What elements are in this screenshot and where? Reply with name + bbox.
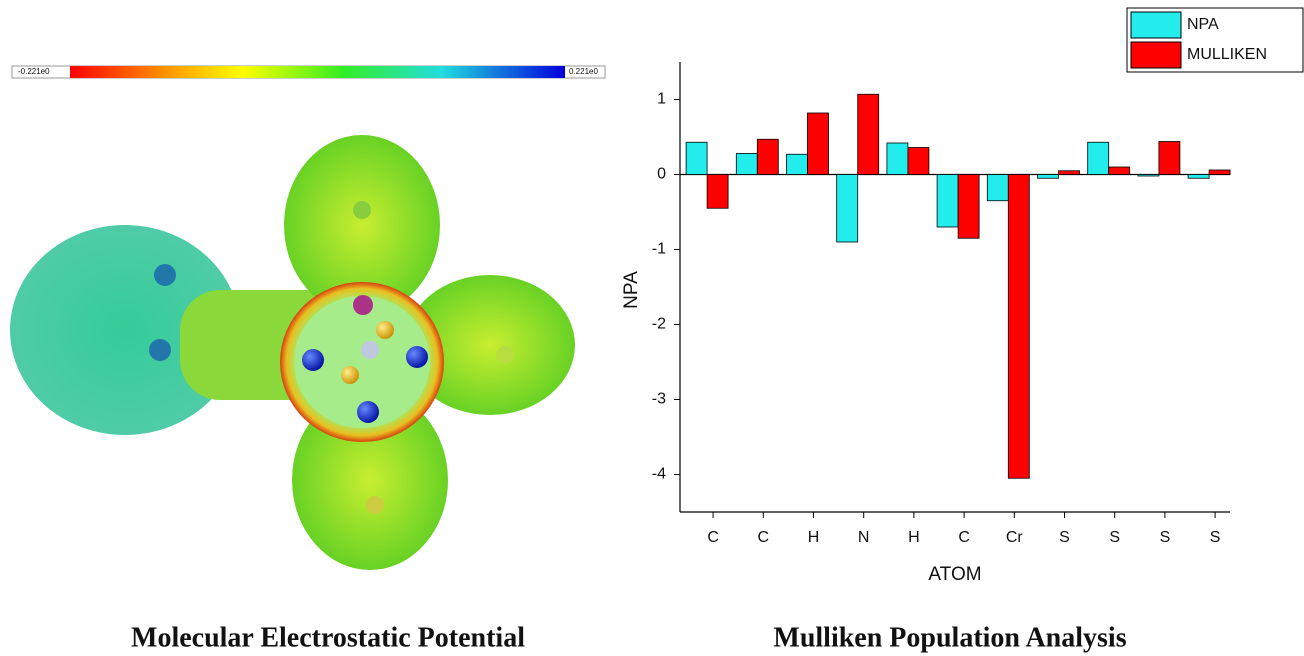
x-tick-label: S	[1059, 529, 1070, 546]
x-tick-label: C	[707, 529, 719, 546]
bar	[735, 153, 758, 175]
atom	[302, 349, 324, 371]
bar	[907, 147, 930, 175]
x-tick-label: C	[958, 529, 970, 546]
atom	[376, 321, 394, 339]
atom	[496, 346, 514, 364]
legend-swatch	[1130, 11, 1182, 39]
bar	[786, 153, 808, 175]
legend-label: NPA	[1187, 16, 1219, 33]
bar	[1208, 169, 1231, 175]
atom	[361, 341, 379, 359]
x-tick-label: H	[808, 529, 820, 546]
bar	[936, 174, 959, 228]
bar	[1007, 174, 1030, 479]
x-tick-label: S	[1160, 529, 1171, 546]
surface-lobe	[10, 225, 240, 435]
atom	[366, 496, 384, 514]
bar	[1037, 174, 1059, 179]
bar	[1058, 170, 1080, 175]
x-tick-label: N	[858, 529, 870, 546]
bar	[706, 174, 729, 209]
atom	[353, 201, 371, 219]
atom	[154, 264, 176, 286]
bar	[685, 141, 708, 175]
bar	[957, 174, 980, 239]
x-tick-label: S	[1210, 529, 1221, 546]
caption: Mulliken Population Analysis	[773, 622, 1126, 653]
bar	[807, 112, 829, 175]
atom	[149, 339, 171, 361]
bar-chart: -4 -3 -2 -1 0 1 C C H N H C Cr S S S S ATOM NPA NPA MULLIKEN	[621, 7, 1304, 585]
surface-lobe	[284, 135, 440, 315]
atom	[357, 401, 379, 423]
legend-swatch	[1130, 41, 1182, 69]
colorbar	[70, 66, 565, 78]
x-tick-label: C	[758, 529, 770, 546]
bar	[886, 142, 909, 175]
y-tick-label: 1	[657, 91, 666, 108]
y-tick-label: -1	[652, 241, 666, 258]
legend-label: MULLIKEN	[1187, 46, 1267, 63]
x-axis-label: ATOM	[928, 564, 981, 585]
bar	[836, 174, 859, 243]
x-tick-label: H	[908, 529, 920, 546]
caption: Molecular Electrostatic Potential	[131, 622, 525, 653]
x-tick-label: Cr	[1006, 529, 1024, 546]
y-tick-label: 0	[657, 166, 666, 183]
mep-panel: -0.221e0 0.221e0	[10, 65, 606, 570]
bar	[857, 93, 880, 175]
bar	[1087, 141, 1110, 175]
x-tick-label: S	[1109, 529, 1120, 546]
atom	[406, 346, 428, 368]
surface-lobe	[405, 275, 575, 415]
atom	[341, 366, 359, 384]
bar	[986, 174, 1009, 202]
y-tick-label: -4	[652, 466, 666, 483]
bar	[1137, 174, 1160, 177]
y-tick-label: -2	[652, 316, 666, 333]
surface-hole	[294, 296, 430, 428]
y-axis-label: NPA	[621, 271, 642, 309]
y-tick-label: -3	[652, 391, 666, 408]
bar	[756, 138, 779, 175]
bar	[1108, 166, 1131, 175]
bar	[1187, 174, 1210, 179]
bar	[1158, 141, 1181, 175]
colorbar-min: -0.221e0	[18, 67, 50, 76]
colorbar-max: 0.221e0	[569, 67, 598, 76]
atom	[353, 295, 373, 315]
